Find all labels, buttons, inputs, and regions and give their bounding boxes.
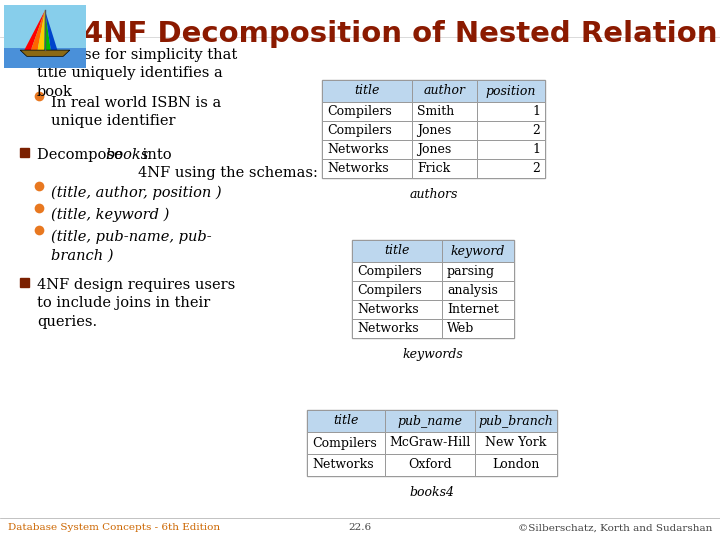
Text: 4NF Decomposition of Nested Relation: 4NF Decomposition of Nested Relation (83, 20, 717, 48)
Bar (442, 240, 514, 262)
Bar (322, 102, 412, 121)
Text: parsing: parsing (447, 265, 495, 278)
Polygon shape (31, 10, 45, 50)
Text: title: title (333, 415, 359, 428)
Bar (442, 262, 514, 281)
Text: author: author (423, 84, 466, 98)
Text: Compilers: Compilers (357, 265, 422, 278)
Text: 4NF design requires users
to include joins in their
queries.: 4NF design requires users to include joi… (37, 278, 235, 329)
Text: Networks: Networks (357, 322, 418, 335)
Bar (20, 278, 29, 287)
Bar (475, 410, 557, 432)
Text: Networks: Networks (327, 162, 389, 175)
Text: pub_name: pub_name (397, 415, 462, 428)
Text: Networks: Networks (357, 303, 418, 316)
Text: keyword: keyword (451, 245, 505, 258)
Polygon shape (37, 10, 45, 50)
Text: Frick: Frick (417, 162, 450, 175)
Text: Jones: Jones (417, 143, 451, 156)
Text: Compilers: Compilers (327, 105, 392, 118)
Bar (307, 454, 385, 476)
Bar (352, 240, 442, 262)
Text: authors: authors (409, 188, 458, 201)
Bar (307, 410, 385, 432)
Text: London: London (492, 458, 540, 471)
Text: Smith: Smith (417, 105, 454, 118)
Bar (322, 159, 412, 178)
Text: Compilers: Compilers (312, 436, 377, 449)
Text: Networks: Networks (312, 458, 374, 471)
Bar (322, 121, 412, 140)
Bar (477, 121, 545, 140)
Text: Decompose: Decompose (37, 148, 127, 162)
Polygon shape (45, 10, 58, 50)
Polygon shape (20, 50, 70, 56)
Bar (475, 432, 557, 454)
Text: (title, pub-name, pub-
branch ): (title, pub-name, pub- branch ) (51, 230, 212, 263)
Bar (442, 300, 514, 319)
Bar (477, 140, 545, 159)
Bar (307, 432, 385, 454)
Text: 22.6: 22.6 (348, 523, 372, 532)
Text: Web: Web (447, 322, 474, 335)
Bar (442, 281, 514, 300)
Polygon shape (44, 10, 51, 50)
Bar (352, 262, 442, 281)
Text: title: title (384, 245, 410, 258)
Bar (385, 454, 475, 476)
Bar (352, 319, 442, 338)
Polygon shape (24, 10, 45, 50)
Text: into
4NF using the schemas:: into 4NF using the schemas: (138, 148, 318, 180)
Bar (4, 5, 86, 49)
Bar (477, 102, 545, 121)
Bar (442, 319, 514, 338)
Text: ©Silberschatz, Korth and Sudarshan: ©Silberschatz, Korth and Sudarshan (518, 523, 712, 532)
Text: analysis: analysis (447, 284, 498, 297)
Text: New York: New York (485, 436, 546, 449)
Text: books: books (105, 148, 148, 162)
Text: 2: 2 (532, 162, 540, 175)
Text: pub_branch: pub_branch (479, 415, 554, 428)
Bar (385, 432, 475, 454)
Text: Internet: Internet (447, 303, 499, 316)
Text: In real world ISBN is a
unique identifier: In real world ISBN is a unique identifie… (51, 96, 221, 129)
Bar (385, 410, 475, 432)
Text: Networks: Networks (327, 143, 389, 156)
Bar (4, 48, 86, 68)
Text: keywords: keywords (402, 348, 464, 361)
Text: (title, keyword ): (title, keyword ) (51, 208, 169, 222)
Bar (20, 147, 29, 157)
Text: books4: books4 (410, 486, 454, 499)
Bar (477, 80, 545, 102)
Text: Jones: Jones (417, 124, 451, 137)
Bar (477, 159, 545, 178)
Bar (412, 159, 477, 178)
Bar (412, 80, 477, 102)
Bar (412, 102, 477, 121)
Text: Oxford: Oxford (408, 458, 452, 471)
Text: position: position (486, 84, 536, 98)
Bar (322, 80, 412, 102)
Text: Suppose for simplicity that
title uniquely identifies a
book: Suppose for simplicity that title unique… (37, 48, 238, 99)
Bar (307, 410, 557, 476)
Bar (352, 240, 514, 338)
Text: Database System Concepts - 6th Edition: Database System Concepts - 6th Edition (8, 523, 220, 532)
Text: Compilers: Compilers (357, 284, 422, 297)
Text: 2: 2 (532, 124, 540, 137)
Bar (412, 121, 477, 140)
Text: 1: 1 (532, 143, 540, 156)
Bar (322, 140, 412, 159)
Bar (20, 48, 29, 57)
Text: title: title (354, 84, 379, 98)
Text: McGraw-Hill: McGraw-Hill (390, 436, 471, 449)
Text: 1: 1 (532, 105, 540, 118)
Bar (412, 140, 477, 159)
Text: (title, author, position ): (title, author, position ) (51, 186, 222, 200)
Bar (352, 281, 442, 300)
Bar (322, 80, 545, 178)
Bar (475, 454, 557, 476)
Text: Compilers: Compilers (327, 124, 392, 137)
Bar (352, 300, 442, 319)
